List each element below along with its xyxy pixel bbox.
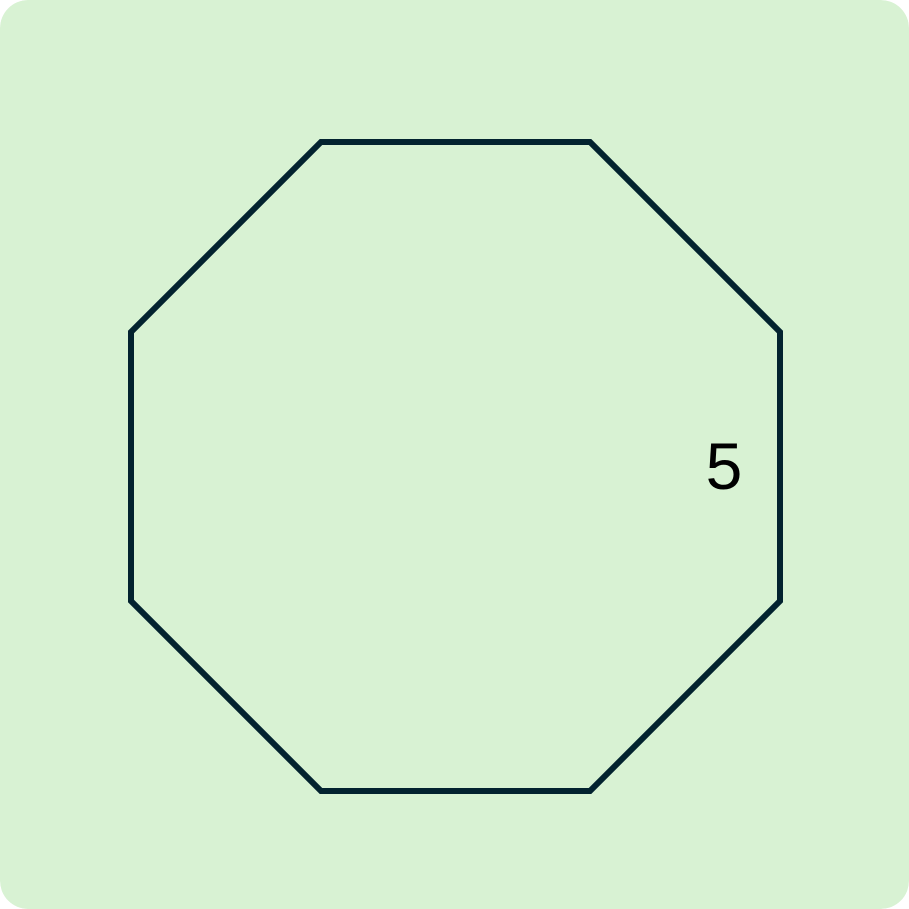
side-length-label: 5 [706, 429, 743, 503]
octagon-shape [128, 139, 783, 794]
